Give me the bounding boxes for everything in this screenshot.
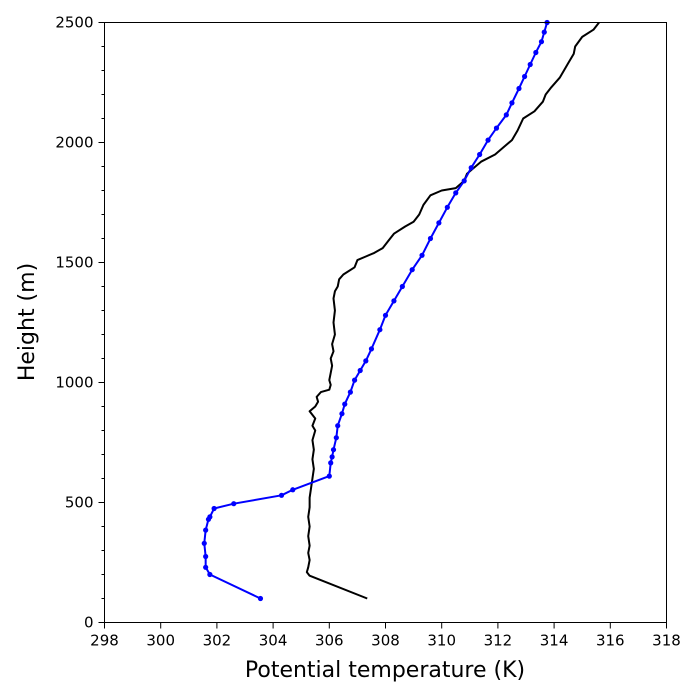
series-line [305, 21, 600, 600]
data-point [203, 527, 209, 533]
data-point [203, 564, 209, 570]
data-point [335, 423, 341, 429]
data-point [326, 473, 332, 479]
x-tick-label: 308 [371, 632, 400, 650]
data-point [493, 125, 500, 131]
data-point [485, 137, 491, 143]
data-point [521, 73, 528, 80]
data-point [533, 49, 539, 56]
series-layer [201, 19, 600, 602]
y-tick-label: 1500 [55, 254, 93, 272]
data-point [468, 165, 474, 171]
data-point [461, 178, 467, 184]
data-point [201, 540, 207, 546]
y-tick-label: 500 [65, 494, 94, 512]
data-point [328, 460, 334, 466]
data-point [453, 190, 459, 196]
data-point [290, 487, 296, 493]
data-point [211, 505, 217, 512]
data-point [538, 39, 545, 45]
data-point [527, 61, 533, 68]
data-point [368, 346, 375, 352]
series-line [203, 22, 549, 600]
x-tick-label: 318 [652, 632, 681, 650]
data-point [503, 112, 509, 118]
data-point [509, 100, 515, 106]
y-tick-label: 1000 [55, 374, 93, 392]
x-tick-label: 300 [146, 632, 175, 650]
x-axis-label: Potential temperature (K) [245, 658, 525, 683]
data-point [382, 312, 389, 318]
x-tick-label: 306 [315, 632, 344, 650]
data-point [351, 377, 358, 383]
data-point [357, 367, 363, 374]
data-point [330, 447, 337, 453]
series-0 [305, 21, 600, 600]
data-point [541, 29, 547, 35]
data-point [363, 358, 369, 364]
data-point [339, 411, 345, 417]
data-point [278, 492, 285, 498]
x-tick-label: 316 [596, 632, 625, 650]
data-point [347, 389, 353, 395]
y-tick-label: 2000 [55, 134, 93, 152]
x-tick-label: 298 [90, 632, 119, 650]
x-tick-label: 302 [203, 632, 232, 650]
x-tick-label: 312 [484, 632, 513, 650]
data-point [257, 595, 264, 602]
x-tick-label: 304 [259, 632, 288, 650]
data-point [207, 571, 213, 578]
data-point [333, 435, 339, 441]
data-point [516, 85, 522, 92]
data-point [409, 267, 415, 273]
data-point [377, 327, 383, 333]
data-point [477, 151, 483, 158]
x-tick-label: 314 [540, 632, 569, 650]
series-1 [201, 19, 550, 602]
data-point [436, 220, 442, 226]
y-tick-label: 0 [84, 614, 94, 632]
data-point [419, 252, 425, 258]
data-point [444, 204, 450, 210]
x-axis: 298 300 302 304 306 308 310 312 314 316 318 [90, 622, 681, 650]
data-point [342, 401, 348, 407]
y-tick-label: 2500 [55, 14, 93, 32]
data-point [207, 514, 213, 520]
y-axis: 0 500 1000 1500 2000 2500 [55, 14, 105, 632]
data-point [427, 235, 434, 242]
data-point [391, 298, 397, 304]
x-tick-label: 310 [427, 632, 456, 650]
y-axis-label: Height (m) [15, 263, 40, 381]
data-point [399, 283, 405, 290]
axes-frame [104, 22, 667, 623]
data-point [329, 454, 335, 460]
data-point [203, 553, 209, 560]
data-point [231, 501, 237, 507]
